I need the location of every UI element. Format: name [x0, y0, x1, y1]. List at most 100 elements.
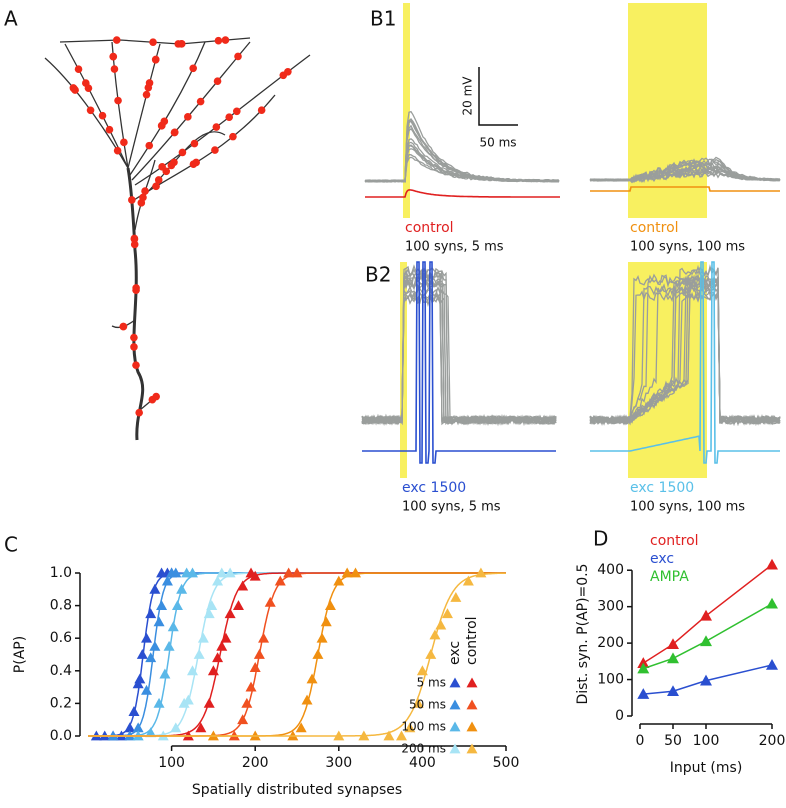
synapse-dot: [86, 106, 95, 115]
x-tick-label: 500: [493, 755, 520, 771]
data-point: [224, 608, 236, 619]
scale-time: 50 ms: [479, 136, 516, 150]
synapse-dot: [132, 361, 140, 369]
synapse-dot: [178, 148, 187, 157]
panel-label: D: [593, 527, 608, 551]
y-tick-label: 0.8: [50, 598, 72, 614]
x-tick-label: 0: [636, 733, 645, 749]
x-tick-label: 200: [759, 733, 786, 749]
voltage-trace: [361, 274, 557, 426]
data-point: [224, 567, 236, 578]
legend-column: control: [464, 616, 480, 665]
synapse-dot: [119, 322, 128, 331]
synapse-dot: [144, 83, 153, 92]
neuron-morphology: [44, 36, 311, 441]
data-point: [128, 706, 140, 716]
y-axis-label: P(AP): [12, 636, 28, 673]
data-point: [637, 657, 650, 668]
y-tick-label: 1.0: [50, 565, 72, 581]
synapse-dot: [145, 141, 154, 150]
y-tick-label: 0.6: [50, 630, 72, 646]
data-point: [145, 652, 157, 663]
synapse-dot: [212, 123, 221, 131]
scale-voltage: 20 mV: [461, 76, 475, 116]
voltage-trace: [364, 153, 560, 183]
synapse-dot: [221, 36, 230, 44]
voltage-trace: [364, 110, 560, 183]
trace-condition: 100 syns, 5 ms: [402, 500, 501, 515]
data-point: [358, 730, 370, 741]
data-point: [149, 583, 161, 594]
data-point: [134, 673, 146, 684]
colored-trace: [365, 189, 560, 198]
legend-row: 100 ms: [401, 720, 446, 734]
voltage-trace: [361, 278, 557, 426]
legend-marker: [466, 721, 478, 732]
voltage-trace: [361, 275, 557, 426]
data-point: [182, 694, 194, 705]
synapse-dot: [98, 111, 107, 120]
data-point: [766, 597, 778, 609]
synapse-dot: [214, 36, 223, 45]
data-point: [167, 621, 179, 632]
data-point: [159, 668, 171, 679]
legend-entry: AMPA: [650, 569, 689, 585]
x-axis-label: Spatially distributed synapses: [192, 782, 402, 798]
series-line: [643, 603, 773, 670]
data-point: [203, 697, 215, 708]
trace-label: control: [630, 220, 679, 236]
synapse-dot: [84, 84, 93, 92]
legend-marker: [466, 677, 478, 688]
voltage-trace: [364, 118, 560, 183]
data-point: [141, 684, 153, 695]
synapse-dot: [130, 343, 138, 351]
data-point: [637, 688, 650, 699]
synapse-dot: [213, 77, 222, 85]
data-point: [425, 649, 437, 659]
trace-condition: 100 syns, 5 ms: [405, 240, 504, 255]
voltage-trace: [361, 284, 557, 426]
data-point: [161, 575, 173, 586]
synapse-dot: [189, 64, 198, 73]
data-point: [170, 567, 182, 578]
legend-row: 200 ms: [401, 742, 446, 756]
data-point: [450, 591, 462, 602]
data-point: [197, 632, 209, 643]
data-point: [312, 649, 324, 659]
trace-label: exc 1500: [630, 480, 694, 496]
voltage-trace: [361, 285, 557, 426]
y-tick-label: 0: [615, 708, 624, 724]
data-point: [249, 662, 261, 672]
synapse-dot: [141, 187, 149, 195]
stimulus-window: [628, 3, 707, 218]
data-point: [153, 697, 165, 708]
y-tick-label: 200: [597, 635, 624, 651]
legend-entry: exc: [650, 551, 674, 567]
data-point: [291, 567, 303, 578]
data-point: [316, 632, 328, 643]
scale-bar: [478, 67, 518, 126]
data-point: [441, 608, 453, 619]
trace-condition: 100 syns, 100 ms: [630, 240, 745, 255]
y-axis-label: Dist. syn. P(AP)=0.5: [575, 563, 591, 704]
x-tick-label: 100: [693, 733, 720, 749]
synapse-dot: [130, 234, 139, 243]
data-point: [637, 662, 650, 674]
data-point: [475, 567, 487, 578]
synapse-dot: [211, 146, 219, 154]
synapse-dot: [114, 96, 122, 105]
data-point: [249, 570, 261, 581]
data-point: [216, 640, 228, 651]
voltage-trace: [361, 267, 557, 426]
data-point: [429, 629, 441, 640]
synapse-dot: [71, 86, 79, 94]
x-tick-label: 400: [409, 755, 436, 771]
panel-label: A: [4, 7, 18, 31]
legend-marker: [449, 743, 461, 754]
voltage-trace: [590, 158, 781, 182]
synapse-dot: [190, 139, 199, 148]
synapse-dot: [110, 65, 119, 73]
data-point: [203, 608, 215, 619]
synapse-dot: [184, 113, 192, 121]
synapse-dot: [177, 40, 186, 48]
